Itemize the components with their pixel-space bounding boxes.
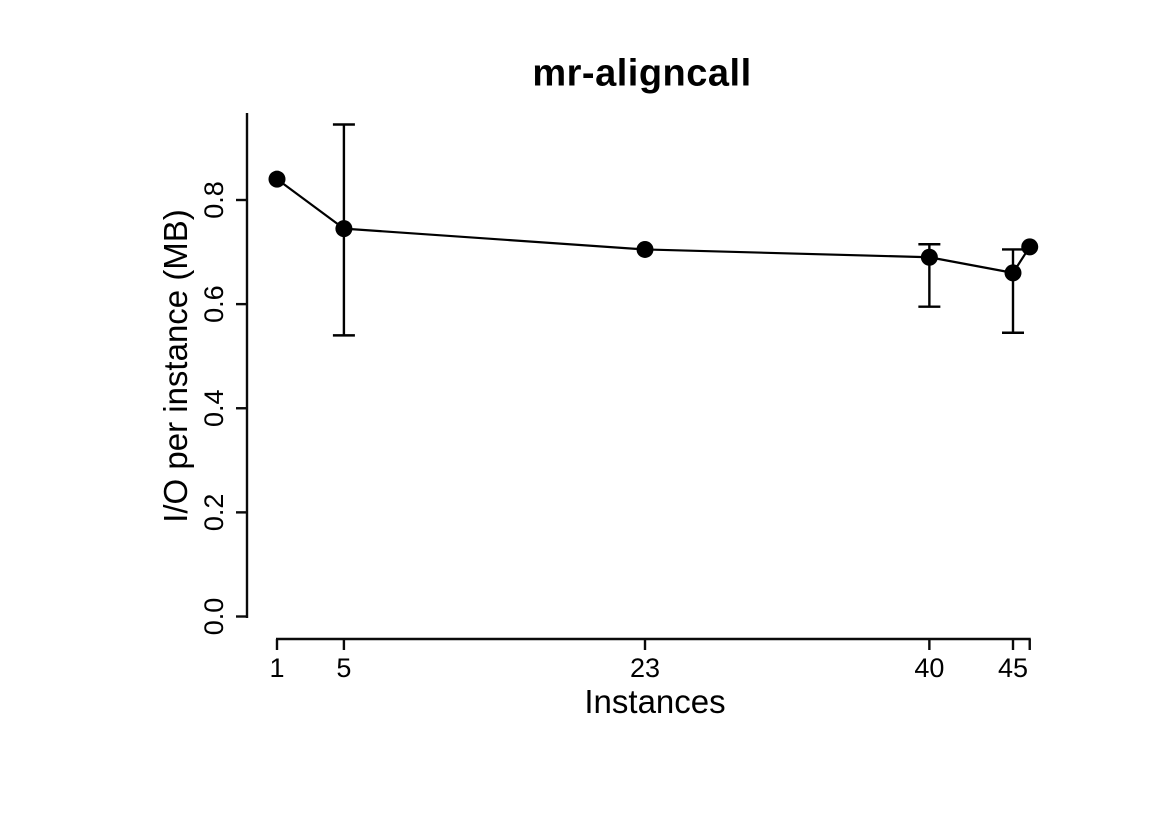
data-point <box>920 248 938 266</box>
data-point <box>636 240 654 258</box>
y-tick-label: 0.2 <box>199 494 229 532</box>
series-line <box>276 178 1031 274</box>
y-tick-label: 0.0 <box>199 598 229 636</box>
x-tick-label: 45 <box>998 653 1028 683</box>
data-point <box>335 220 353 238</box>
x-tick-label: 40 <box>914 653 944 683</box>
y-tick-label: 0.4 <box>199 389 229 427</box>
chart-title: mr-aligncall <box>532 52 752 95</box>
x-axis-title: Instances <box>584 683 726 720</box>
y-tick-label: 0.6 <box>199 285 229 323</box>
x-tick-label: 5 <box>336 653 351 683</box>
y-tick-label: 0.8 <box>199 181 229 219</box>
x-tick-label: 23 <box>630 653 660 683</box>
data-point <box>1021 238 1039 256</box>
data-point <box>1004 264 1022 282</box>
data-point <box>268 170 286 188</box>
x-tick-label: 1 <box>269 653 284 683</box>
